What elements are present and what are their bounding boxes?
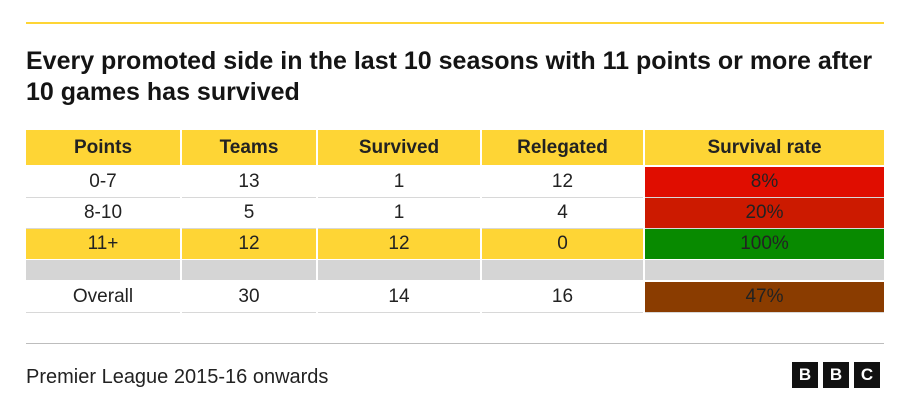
table-spacer-row	[26, 259, 884, 282]
column-header-relegated: Relegated	[480, 130, 644, 167]
spacer-cell	[480, 259, 644, 282]
survived-cell: 14	[316, 281, 481, 313]
points-cell: 0-7	[26, 166, 181, 198]
spacer-cell	[26, 259, 181, 282]
survived-cell: 12	[316, 228, 481, 260]
chart-title: Every promoted side in the last 10 seaso…	[26, 47, 873, 106]
table-row: 0-7 13 1 12 8%	[26, 166, 884, 198]
spacer-cell	[643, 259, 884, 282]
column-header-teams: Teams	[180, 130, 317, 167]
logo-letter: B	[823, 362, 849, 388]
points-cell: 11+	[26, 228, 181, 260]
relegated-cell: 12	[480, 166, 644, 198]
bottom-rule	[26, 343, 884, 344]
column-header-points: Points	[26, 130, 181, 167]
spacer-cell	[180, 259, 317, 282]
survived-cell: 1	[316, 166, 481, 198]
survival-rate-cell: 47%	[643, 281, 884, 313]
survived-cell: 1	[316, 197, 481, 229]
table-row-highlighted: 11+ 12 12 0 100%	[26, 228, 884, 260]
column-header-survived: Survived	[316, 130, 481, 167]
logo-letter: B	[792, 362, 818, 388]
survival-rate-cell: 100%	[643, 228, 884, 260]
teams-cell: 30	[180, 281, 317, 313]
points-cell: Overall	[26, 281, 181, 313]
column-header-survival-rate: Survival rate	[643, 130, 884, 167]
relegated-cell: 16	[480, 281, 644, 313]
top-accent-rule	[26, 22, 884, 24]
relegated-cell: 0	[480, 228, 644, 260]
logo-letter: C	[854, 362, 880, 388]
source-note: Premier League 2015-16 onwards	[26, 366, 329, 388]
teams-cell: 5	[180, 197, 317, 229]
points-cell: 8-10	[26, 197, 181, 229]
survival-rate-cell: 20%	[643, 197, 884, 229]
spacer-cell	[316, 259, 481, 282]
teams-cell: 12	[180, 228, 317, 260]
table-row-overall: Overall 30 14 16 47%	[26, 281, 884, 313]
table-row: 8-10 5 1 4 20%	[26, 197, 884, 229]
survival-table: Points Teams Survived Relegated Survival…	[26, 130, 884, 313]
relegated-cell: 4	[480, 197, 644, 229]
survival-rate-cell: 8%	[643, 166, 884, 198]
teams-cell: 13	[180, 166, 317, 198]
bbc-logo: B B C	[792, 362, 880, 388]
table-header-row: Points Teams Survived Relegated Survival…	[26, 130, 884, 167]
